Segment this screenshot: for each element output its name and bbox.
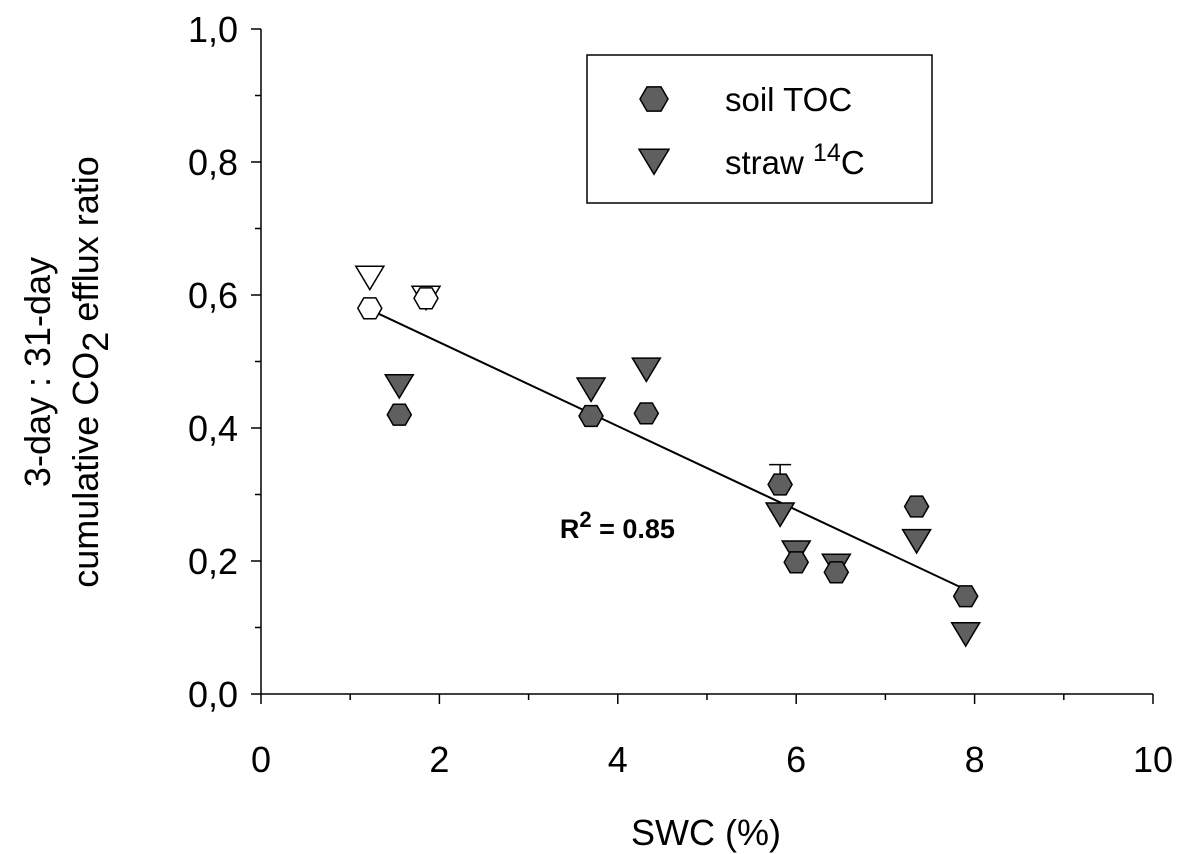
- legend-box: [586, 54, 933, 204]
- y-axis-label-line2-sub: 2: [75, 332, 116, 352]
- regression-line: [369, 308, 967, 591]
- legend-label-straw-14c: straw 14C: [725, 139, 865, 181]
- y-tick-label: 0,8: [188, 142, 238, 183]
- point-soil-toc: [952, 585, 979, 608]
- legend-label-soil-toc: soil TOC: [725, 81, 852, 118]
- y-axis-label-line2: cumulative CO2 efflux ratio: [65, 156, 116, 588]
- x-tick-label: 10: [1133, 739, 1173, 780]
- y-tick-label: 0,6: [188, 275, 238, 316]
- point-straw-14c: [631, 357, 662, 383]
- x-tick-label: 4: [608, 739, 628, 780]
- legend-label-straw-pre: straw: [725, 144, 813, 181]
- legend-marker-soil-toc: [639, 86, 669, 112]
- r-squared-annotation: R2 = 0.85: [560, 507, 675, 544]
- point-straw-14c: [354, 265, 386, 292]
- point-straw-14c: [764, 502, 796, 528]
- point-straw-14c: [901, 528, 932, 555]
- y-axis-label-line2-pre: cumulative CO: [65, 352, 106, 588]
- legend-label-straw-sup: 14: [813, 139, 841, 167]
- r-squared-value: = 0.85: [592, 514, 675, 544]
- point-soil-toc: [823, 561, 850, 584]
- point-soil-toc: [767, 473, 793, 496]
- point-soil-toc: [903, 495, 930, 518]
- x-tick-label: 8: [965, 739, 985, 780]
- data-points: [354, 265, 982, 648]
- y-axis-label-line1: 3-day : 31-day: [17, 257, 58, 487]
- x-tick-label: 6: [786, 739, 806, 780]
- x-axis-label: SWC (%): [631, 812, 781, 853]
- point-straw-14c: [950, 621, 982, 648]
- point-soil-toc: [386, 403, 413, 426]
- y-tick-label: 0,4: [188, 408, 238, 449]
- y-tick-labels: 0,0 0,2 0,4 0,6 0,8 1,0: [188, 9, 238, 715]
- point-soil-toc: [413, 287, 439, 310]
- x-ticks: [260, 694, 1154, 704]
- legend-hexagon-marker: [639, 86, 669, 112]
- legend-marker-straw-14c: [637, 148, 671, 176]
- r-squared-sup: 2: [579, 507, 591, 532]
- point-straw-14c: [575, 377, 607, 403]
- x-tick-label: 0: [251, 739, 271, 780]
- r-squared-r: R: [560, 514, 580, 544]
- legend: soil TOC straw 14C: [586, 54, 933, 204]
- x-tick-label: 2: [429, 739, 449, 780]
- y-axis-label: 3-day : 31-day cumulative CO2 efflux rat…: [17, 156, 116, 588]
- y-tick-label: 1,0: [188, 9, 238, 50]
- y-tick-label: 0,2: [188, 541, 238, 582]
- point-soil-toc: [356, 297, 383, 320]
- y-axis-label-line2-post: efflux ratio: [65, 156, 106, 331]
- y-ticks: [251, 28, 261, 695]
- legend-triangle-marker: [637, 148, 671, 176]
- point-soil-toc: [633, 402, 660, 425]
- point-soil-toc: [783, 551, 810, 574]
- point-straw-14c: [383, 373, 415, 400]
- point-soil-toc: [578, 404, 604, 428]
- x-tick-labels: 0 2 4 6 8 10: [251, 739, 1173, 780]
- legend-label-straw-post: C: [841, 144, 865, 181]
- y-tick-label: 0,0: [188, 674, 238, 715]
